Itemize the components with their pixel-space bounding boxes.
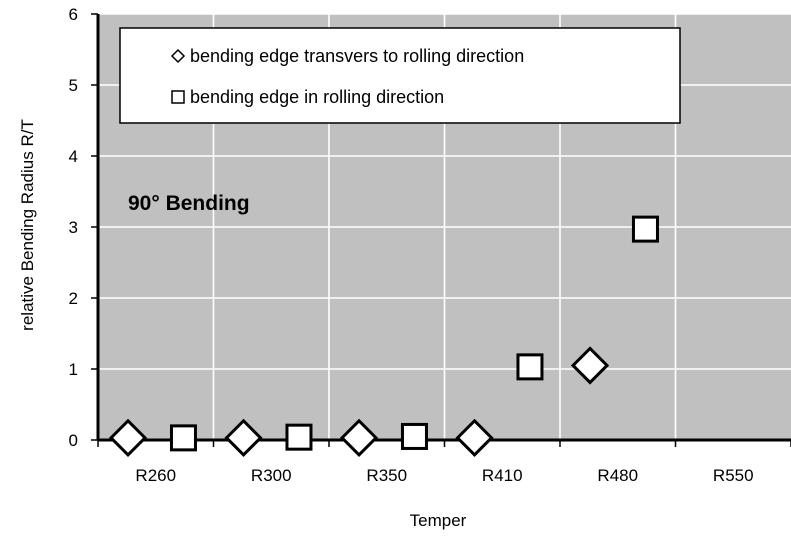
data-point-diamond bbox=[339, 418, 379, 457]
y-tick-label: 5 bbox=[69, 76, 78, 95]
x-tick-label: R550 bbox=[713, 466, 754, 485]
legend-diamond-icon bbox=[170, 48, 186, 64]
data-point-diamond bbox=[224, 418, 263, 457]
y-tick-label: 6 bbox=[69, 5, 78, 24]
legend-entry-label: bending edge in rolling direction bbox=[190, 87, 444, 107]
legend-box bbox=[119, 27, 681, 124]
x-tick-label: R350 bbox=[366, 466, 407, 485]
annotation-90-bending: 90° Bending bbox=[128, 192, 250, 215]
y-tick-label: 1 bbox=[69, 360, 78, 379]
x-tick-label: R260 bbox=[135, 466, 176, 485]
data-point-square bbox=[285, 423, 313, 451]
legend-entry-label: bending edge transvers to rolling direct… bbox=[190, 46, 524, 66]
y-tick-label: 2 bbox=[69, 289, 78, 308]
x-axis-title: Temper bbox=[410, 511, 467, 530]
data-point-diamond bbox=[108, 418, 148, 457]
data-point-diamond bbox=[570, 346, 610, 385]
y-tick-label: 3 bbox=[69, 218, 78, 237]
data-point-diamond bbox=[455, 418, 494, 457]
y-tick-label: 0 bbox=[69, 431, 78, 450]
y-tick-label: 4 bbox=[69, 147, 78, 166]
x-tick-label: R480 bbox=[597, 466, 638, 485]
data-point-square bbox=[400, 422, 428, 450]
legend-square-icon bbox=[171, 90, 185, 104]
x-tick-label: R410 bbox=[482, 466, 523, 485]
y-axis-title: relative Bending Radius R/T bbox=[18, 119, 37, 331]
x-tick-label: R300 bbox=[251, 466, 292, 485]
data-point-square bbox=[631, 215, 659, 243]
data-point-square bbox=[169, 424, 197, 452]
data-point-square bbox=[516, 353, 544, 381]
